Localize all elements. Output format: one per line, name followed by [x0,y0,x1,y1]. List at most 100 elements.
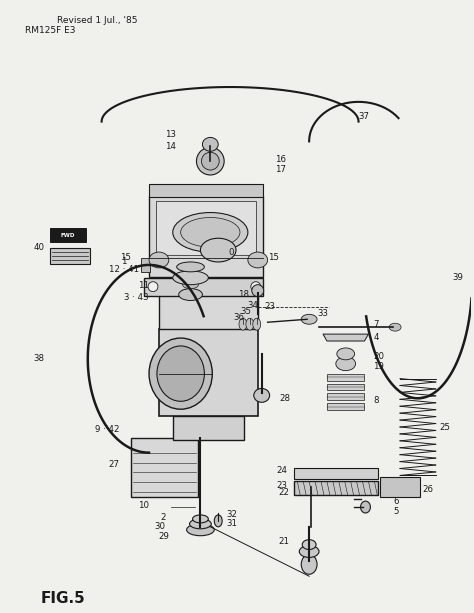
Ellipse shape [201,152,219,170]
Ellipse shape [301,314,317,324]
Text: FIG.5: FIG.5 [40,591,85,606]
Polygon shape [323,334,368,341]
FancyBboxPatch shape [327,384,365,390]
Ellipse shape [177,262,204,272]
Ellipse shape [299,546,319,557]
FancyBboxPatch shape [173,416,244,440]
Text: 36: 36 [233,313,244,322]
Ellipse shape [214,515,222,527]
Text: 23: 23 [276,481,287,490]
Text: 26: 26 [423,485,434,493]
Text: 35: 35 [240,307,251,316]
Text: 30: 30 [155,522,166,531]
FancyBboxPatch shape [50,248,90,264]
Ellipse shape [239,318,247,330]
Text: 32: 32 [226,511,237,519]
Ellipse shape [252,284,264,297]
Text: Revised 1 Jul., '85: Revised 1 Jul., '85 [57,16,137,25]
Ellipse shape [181,218,240,247]
Ellipse shape [337,348,355,360]
Text: 20: 20 [374,352,384,361]
Text: 24: 24 [276,466,287,475]
Text: 6: 6 [393,497,399,506]
Text: 38: 38 [33,354,44,364]
Text: 3 · 43: 3 · 43 [124,293,149,302]
Ellipse shape [307,484,315,494]
Text: 15: 15 [268,254,279,262]
Text: 8: 8 [374,396,379,405]
FancyBboxPatch shape [50,229,86,242]
FancyBboxPatch shape [156,200,256,255]
Ellipse shape [149,338,212,409]
Text: 39: 39 [453,273,463,282]
Ellipse shape [201,238,236,262]
Text: 2: 2 [160,514,166,522]
Text: 11: 11 [138,281,149,290]
Ellipse shape [173,213,248,252]
Text: 13: 13 [165,130,176,139]
FancyBboxPatch shape [149,196,263,277]
Text: 37: 37 [358,112,370,121]
Ellipse shape [202,137,218,151]
Ellipse shape [248,252,268,268]
Text: 10: 10 [138,501,149,509]
Text: 0: 0 [228,248,234,257]
Text: 4: 4 [374,333,379,341]
Text: 12 · 41: 12 · 41 [109,265,139,275]
Text: 28: 28 [280,394,291,403]
Ellipse shape [336,357,356,371]
Text: 16: 16 [274,154,285,164]
Text: 29: 29 [158,532,169,541]
Ellipse shape [301,555,317,574]
FancyBboxPatch shape [144,278,263,295]
Ellipse shape [361,501,370,513]
Ellipse shape [251,282,261,292]
Text: 22: 22 [278,488,290,497]
Ellipse shape [389,323,401,331]
FancyBboxPatch shape [327,403,365,410]
Ellipse shape [254,389,270,402]
FancyBboxPatch shape [294,481,378,495]
Text: 5: 5 [393,508,399,517]
FancyBboxPatch shape [327,374,365,381]
Ellipse shape [197,147,224,175]
Ellipse shape [149,252,169,268]
Text: 19: 19 [374,362,384,371]
Text: 25: 25 [439,424,451,433]
Ellipse shape [246,318,254,330]
Text: 7: 7 [374,320,379,329]
Ellipse shape [179,289,202,300]
Ellipse shape [190,519,211,529]
FancyBboxPatch shape [327,394,365,400]
Text: 31: 31 [226,519,237,528]
Ellipse shape [302,539,316,549]
FancyBboxPatch shape [159,329,258,416]
FancyBboxPatch shape [131,438,199,497]
Ellipse shape [173,271,209,284]
Text: 34: 34 [248,301,259,310]
Ellipse shape [157,346,204,402]
Text: 15: 15 [120,254,131,262]
Ellipse shape [182,281,199,289]
Text: 9 · 42: 9 · 42 [95,425,119,435]
FancyBboxPatch shape [294,468,378,479]
Ellipse shape [148,282,158,292]
FancyBboxPatch shape [380,478,420,497]
Ellipse shape [253,318,261,330]
FancyBboxPatch shape [159,295,258,329]
FancyBboxPatch shape [149,184,263,197]
Text: 27: 27 [109,460,119,469]
Text: 17: 17 [274,164,285,173]
Text: 14: 14 [165,142,176,151]
Text: RM125F E3: RM125F E3 [25,26,75,35]
Ellipse shape [187,524,214,536]
Text: 33: 33 [317,309,328,318]
Text: 1: 1 [121,257,126,267]
Text: 40: 40 [33,243,44,251]
Text: 21: 21 [278,537,290,546]
Text: 18: 18 [238,290,249,299]
Text: FWD: FWD [61,233,75,238]
Text: 23: 23 [264,302,276,311]
Ellipse shape [192,515,209,523]
FancyBboxPatch shape [141,258,150,272]
